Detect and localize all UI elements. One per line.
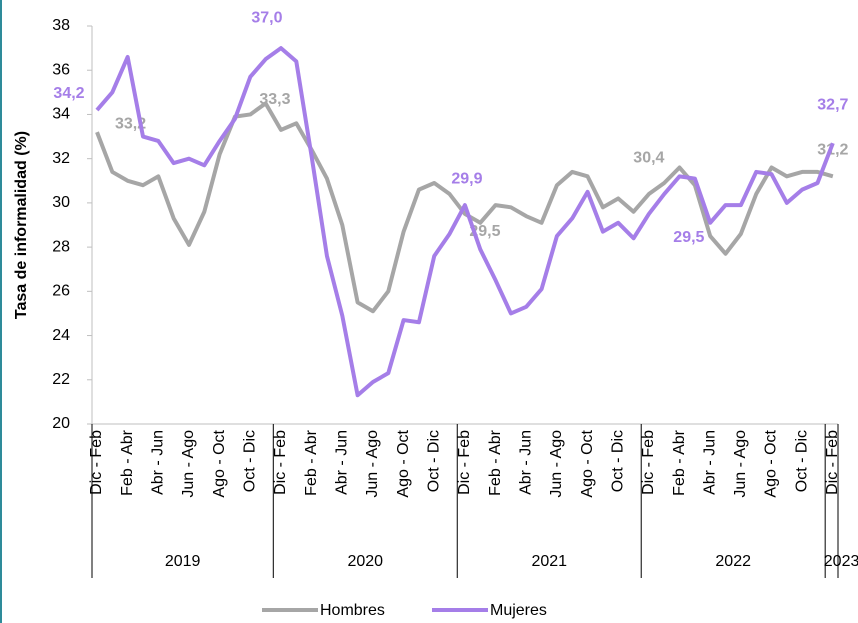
line-series: [95, 101, 834, 314]
x-tick-label: Ago - Oct: [211, 429, 228, 497]
x-tick-label: Jun - Ago: [364, 430, 381, 498]
group-label: 2021: [531, 553, 567, 570]
y-tick-label: 32: [52, 150, 70, 167]
group-label: 2023: [824, 553, 858, 570]
x-tick-label: Oct - Dic: [242, 430, 259, 492]
y-axis-label: Tasa de informalidad (%): [13, 131, 30, 319]
left-border: [0, 0, 2, 623]
x-tick-label: Feb - Abr: [303, 429, 320, 495]
x-tick-label: Feb - Abr: [671, 429, 688, 495]
x-tick-label: Ago - Oct: [763, 429, 780, 497]
data-label: 33,3: [259, 91, 290, 108]
data-label: 30,4: [633, 149, 664, 166]
y-tick-label: 20: [52, 415, 70, 432]
x-tick-label: Dic - Feb: [640, 430, 657, 495]
y-tick-label: 26: [52, 283, 70, 300]
x-tick-label: Feb - Abr: [119, 429, 136, 495]
y-tick-label: 30: [52, 194, 70, 211]
data-label: 29,5: [673, 229, 704, 246]
data-label: 34,2: [53, 85, 84, 102]
y-tick-label: 36: [52, 61, 70, 78]
x-tick-label: Abr - Jun: [333, 430, 350, 495]
x-tick-label: Oct - Dic: [425, 430, 442, 492]
data-label: 29,9: [451, 170, 482, 187]
x-tick-label: Dic - Feb: [824, 430, 841, 495]
data-label: 37,0: [251, 9, 282, 26]
data-label: 31,2: [817, 142, 848, 159]
x-tick-label: Oct - Dic: [793, 430, 810, 492]
y-tick-label: 24: [52, 327, 70, 344]
x-tick-label: Jun - Ago: [548, 430, 565, 498]
line-series: [95, 46, 835, 398]
x-tick-label: Dic - Feb: [88, 430, 105, 495]
x-tick-label: Dic - Feb: [272, 430, 289, 495]
x-tick-label: Jun - Ago: [180, 430, 197, 498]
x-tick-label: Abr - Jun: [701, 430, 718, 495]
x-tick-label: Dic - Feb: [456, 430, 473, 495]
legend-label: Mujeres: [490, 602, 547, 619]
data-label: 32,7: [817, 96, 848, 113]
x-tick-label: Ago - Oct: [395, 429, 412, 497]
x-tick-label: Ago - Oct: [579, 429, 596, 497]
x-tick-label: Feb - Abr: [487, 429, 504, 495]
y-tick-label: 34: [52, 106, 70, 123]
x-tick-label: Abr - Jun: [150, 430, 167, 495]
y-tick-label: 38: [52, 17, 70, 34]
group-label: 2022: [715, 553, 751, 570]
legend-label: Hombres: [320, 602, 385, 619]
x-tick-label: Abr - Jun: [517, 430, 534, 495]
group-label: 2019: [165, 553, 201, 570]
x-tick-label: Jun - Ago: [732, 430, 749, 498]
group-label: 2020: [347, 553, 383, 570]
y-tick-label: 22: [52, 371, 70, 388]
x-tick-label: Oct - Dic: [609, 430, 626, 492]
y-tick-label: 28: [52, 238, 70, 255]
